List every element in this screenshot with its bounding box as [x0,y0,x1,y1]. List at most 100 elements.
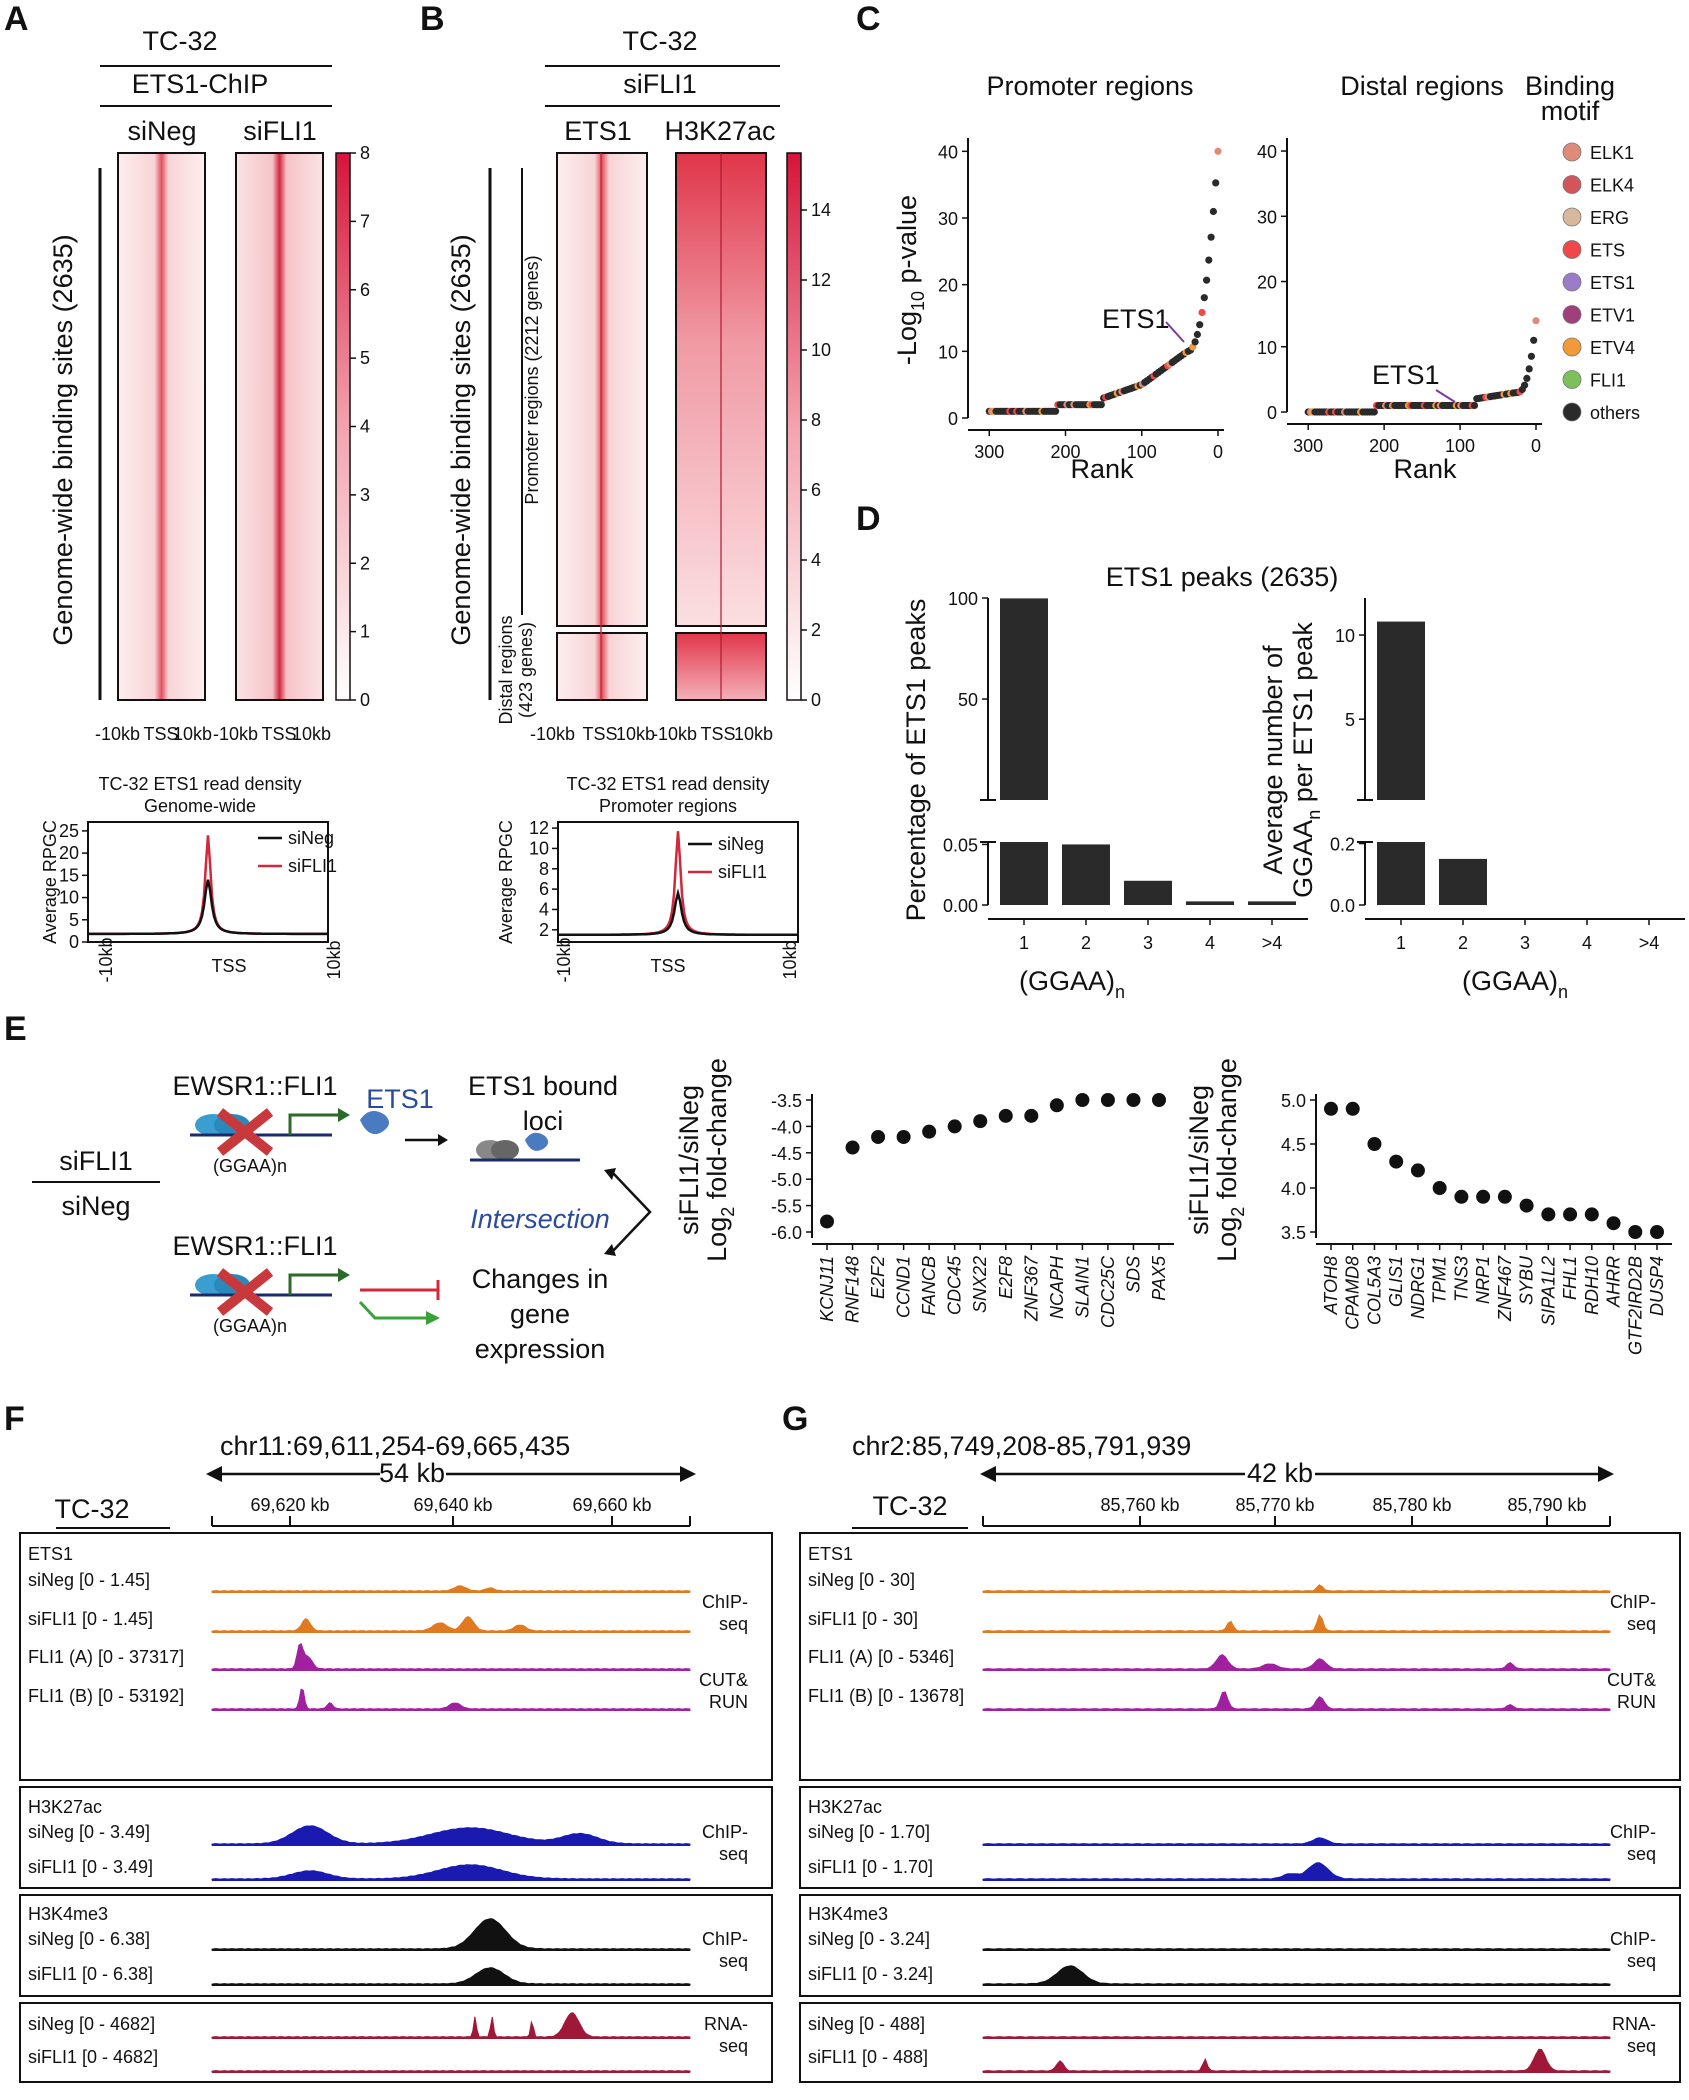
b-colorbar-tick-label: 8 [811,410,821,430]
e-left-dot [1126,1093,1141,1107]
a-legend-sifli1: siFLI1 [288,856,337,876]
d-left-lower-tick-label: 0.05 [943,835,978,855]
a-x-min-2: -10kb [213,724,258,744]
e-left-dot [998,1108,1013,1123]
c-left-ytick-label: 20 [938,276,958,296]
e-right-dot [1432,1181,1447,1195]
f-assay-label: seq [719,1844,748,1864]
f-track-box [19,1532,773,1781]
g-assay-label: ChIP- [1610,1929,1656,1949]
e-left-dot [845,1140,860,1155]
e-right-gene-label: DUSP4 [1647,1256,1667,1316]
f-group-h3k27ac: H3K27ac [28,1797,102,1817]
g-track-box [799,1894,1681,1997]
b-profile-line-sineg [558,888,798,937]
c-ylabel-sub: 10 [908,291,928,311]
e-left-gene-label: FANCB [919,1256,939,1316]
b-prof-x-tss: TSS [650,956,685,976]
f-span: 54 kb [379,1458,445,1488]
e-right-gene-label: GLIS1 [1386,1256,1406,1307]
d-left-xtick-label: >4 [1262,933,1283,953]
c-point [1212,179,1220,187]
a-prof-x-tss: TSS [211,956,246,976]
b-profile-ytick-label: 10 [529,838,549,858]
g-assay-label: ChIP- [1610,1592,1656,1612]
f-track-label: siNeg [0 - 6.38] [28,1929,150,1949]
f-h3k4me3-sineg-track [211,1918,691,1951]
panel-label-a: A [4,0,29,38]
d-right-lower-tick-label: 0.0 [1330,896,1355,916]
e-left-gene-label: KCNJ11 [817,1256,837,1322]
d-ylabel-left: Percentage of ETS1 peaks [901,599,931,922]
b-x-min: -10kb [530,724,575,744]
f-cell-line: TC-32 [54,1494,129,1524]
g-assay-label: RNA- [1612,2014,1656,2034]
e-left-gene-label: ZNF367 [1021,1255,1041,1322]
e-intersection-bracket [611,1171,652,1253]
e-ets1-protein [360,1111,389,1135]
b-x-max: 10kb [616,724,655,744]
e-fusion-1: EWSR1::FLI1 [172,1071,337,1101]
g-assay-label: CUT& [1607,1670,1656,1690]
a-col-sifli1: siFLI1 [243,116,317,146]
d-xlabel-right-main: (GGAA) [1462,966,1558,996]
a-ylabel: Genome-wide binding sites (2635) [48,234,78,645]
e-right-dot [1541,1207,1556,1222]
g-h3k27ac-sifli1-track [982,1862,1611,1881]
e-promoter-arrowhead-1 [338,1108,350,1122]
e-fusion-2: EWSR1::FLI1 [172,1231,337,1261]
d-ylabel-right-sub: n [1304,810,1324,820]
f-track-label: FLI1 (A) [0 - 37317] [28,1647,184,1667]
e-right-gene-label: FHL1 [1560,1256,1580,1300]
c-legend-swatch [1562,337,1582,357]
panel-g: G chr2:85,749,208-85,791,939 42 kb TC-32… [782,1400,1681,2083]
b-distal-label-2: (423 genes) [516,622,536,718]
a-profile-ytick-label: 25 [59,821,79,841]
panel-label-b: B [420,0,445,38]
g-coords: chr2:85,749,208-85,791,939 [852,1431,1191,1461]
e-ylabel-right-sub: 2 [1228,1207,1248,1217]
c-right-xtick-label: 100 [1445,436,1475,456]
panel-label-g: G [782,1400,808,1438]
f-track-box [19,1786,773,1889]
e-left-gene-label: SLAIN1 [1072,1256,1092,1318]
b-x-max-2: 10kb [734,724,773,744]
e-row-label-2: siNeg [61,1191,130,1221]
a-profile-line-sineg [88,879,328,936]
f-assay-label: RNA- [704,2014,748,2034]
c-legend-swatch [1562,272,1582,292]
d-ylabel-right-suffix: per ETS1 peak [1288,622,1318,810]
d-right-xtick-label: 2 [1458,933,1468,953]
e-right-gene-label: RDH10 [1582,1256,1602,1315]
e-intersection: Intersection [470,1204,610,1234]
e-right-ytick-label: 5.0 [1281,1091,1306,1111]
e-left-ytick-label: -3.5 [771,1091,802,1111]
b-profile-title-1: TC-32 ETS1 read density [566,774,769,794]
d-right-xtick-label: 3 [1520,933,1530,953]
f-assay-label: RUN [709,1692,748,1712]
d-left-bar [1124,880,1172,905]
c-legend-swatch [1562,142,1582,162]
c-point [1193,330,1201,339]
e-left-dot [1049,1098,1064,1113]
f-ruler-label: 69,640 kb [413,1495,492,1515]
e-left-dot [922,1124,937,1139]
e-left-gene-label: CDC25C [1098,1255,1118,1328]
g-fli1-a-track [982,1654,1611,1671]
a-x-tss: TSS [143,724,178,744]
d-left-upper-tick-label: 100 [948,589,978,609]
b-colorbar-tick-label: 4 [811,550,821,570]
a-x-tss-2: TSS [261,724,296,744]
e-left-dot [1100,1093,1115,1107]
e-ggaa-2: (GGAA)n [213,1316,287,1336]
e-right-dot [1606,1216,1621,1231]
e-ylabel-right-1: siFLI1/siNeg [1184,1085,1214,1235]
a-colorbar-tick-label: 3 [360,485,370,505]
a-colorbar [335,152,351,701]
c-legend-swatch [1562,305,1582,324]
f-group-ets1: ETS1 [28,1544,73,1564]
g-group-h3k27ac: H3K27ac [808,1797,882,1817]
f-track-label: siNeg [0 - 1.45] [28,1570,150,1590]
c-annot-left: ETS1 [1102,304,1170,334]
g-track-label: siNeg [0 - 3.24] [808,1929,930,1949]
